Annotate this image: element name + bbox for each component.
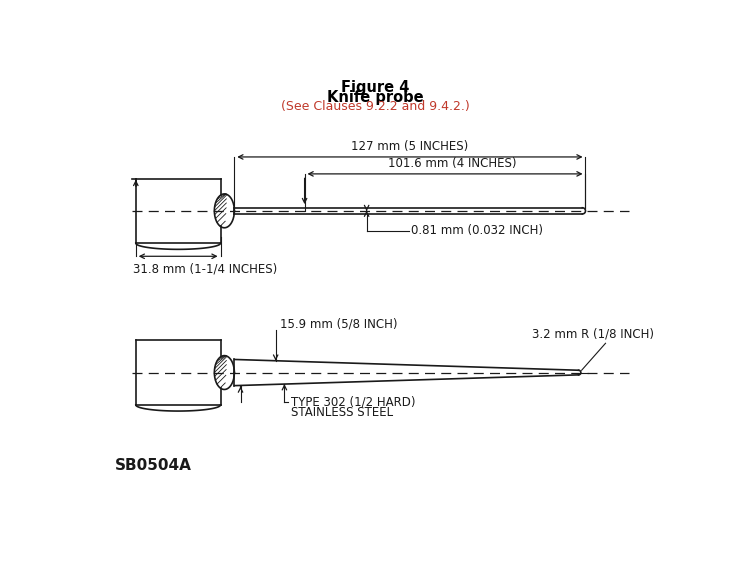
Text: 15.9 mm (5/8 INCH): 15.9 mm (5/8 INCH) [279, 317, 397, 330]
Text: 101.6 mm (4 INCHES): 101.6 mm (4 INCHES) [388, 157, 517, 170]
Text: 0.81 mm (0.032 INCH): 0.81 mm (0.032 INCH) [411, 225, 543, 237]
Text: Knife probe: Knife probe [327, 90, 424, 105]
Text: 31.8 mm (1-1/4 INCHES): 31.8 mm (1-1/4 INCHES) [133, 262, 278, 275]
Text: STAINLESS STEEL: STAINLESS STEEL [290, 406, 393, 419]
Text: SB0504A: SB0504A [115, 458, 192, 473]
Text: 127 mm (5 INCHES): 127 mm (5 INCHES) [351, 140, 468, 153]
Text: (See Clauses 9.2.2 and 9.4.2.): (See Clauses 9.2.2 and 9.4.2.) [281, 100, 470, 113]
Text: TYPE 302 (1/2 HARD): TYPE 302 (1/2 HARD) [290, 396, 415, 408]
Text: Figure 4: Figure 4 [341, 80, 410, 95]
Text: 3.2 mm R (1/8 INCH): 3.2 mm R (1/8 INCH) [532, 328, 655, 341]
